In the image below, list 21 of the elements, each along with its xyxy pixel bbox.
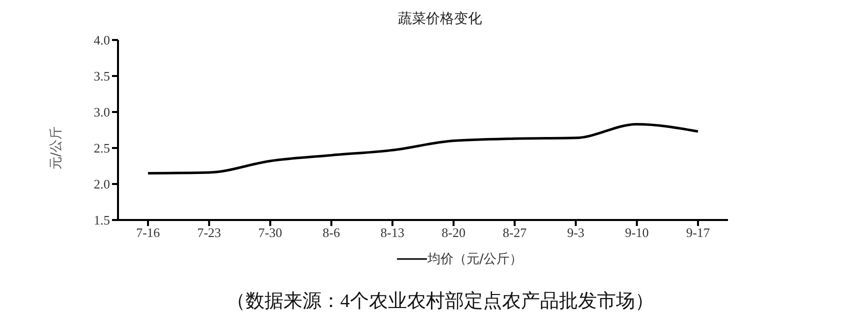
y-axis-title: 元/公斤 xyxy=(48,126,65,170)
y-tick-label: 2.0 xyxy=(94,176,110,192)
x-tick-label: 8-27 xyxy=(502,225,528,240)
x-tick-label: 8-6 xyxy=(322,225,340,240)
chart-title: 蔬菜价格变化 xyxy=(397,10,483,29)
y-tick-label: 1.5 xyxy=(94,212,110,228)
legend-label: 均价（元/公斤） xyxy=(427,251,523,268)
x-tick-label: 9-17 xyxy=(686,225,710,240)
x-tick-label: 7-30 xyxy=(258,225,282,240)
y-tick-label: 4.0 xyxy=(94,32,110,48)
x-tick-label: 7-23 xyxy=(197,225,222,240)
text: （数据来源：4个农业农村部定点农产品批发市场） xyxy=(225,290,655,314)
y-tick-label: 3.5 xyxy=(94,68,110,84)
x-tick-label: 7-16 xyxy=(136,225,160,240)
x-tick-label: 9-3 xyxy=(567,225,584,240)
y-tick-label: 3.0 xyxy=(94,104,110,120)
x-tick-label: 8-20 xyxy=(442,225,466,240)
x-tick-label: 9-10 xyxy=(624,225,649,240)
y-tick-label: 2.5 xyxy=(94,140,110,156)
line-series xyxy=(146,122,700,174)
x-tick-label: 8-13 xyxy=(380,225,404,240)
